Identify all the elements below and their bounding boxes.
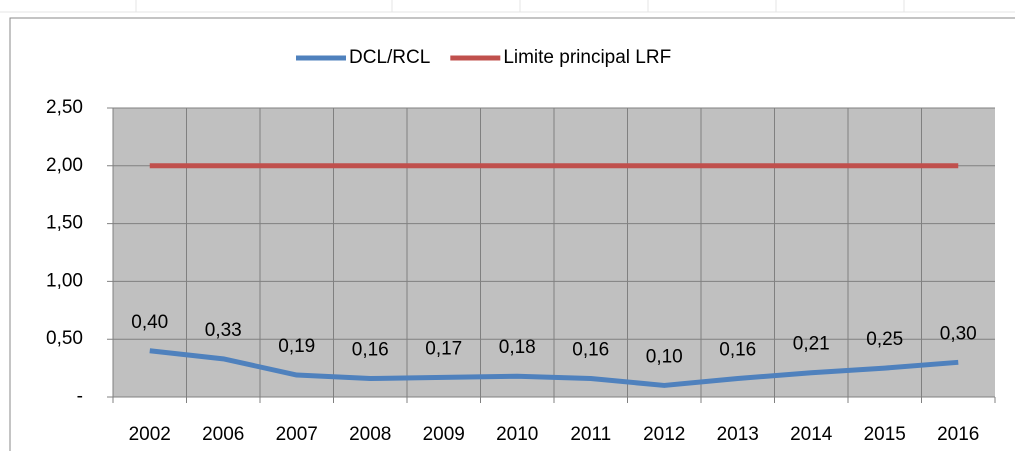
legend-label: DCL/RCL [349, 47, 430, 68]
data-label: 0,18 [499, 337, 536, 358]
data-label: 0,16 [719, 340, 756, 361]
data-label: 0,40 [131, 312, 168, 333]
data-label: 0,33 [205, 320, 242, 341]
x-tick-label: 2014 [790, 424, 833, 445]
data-label: 0,10 [646, 346, 683, 367]
data-label: 0,25 [866, 329, 903, 350]
x-tick-label: 2006 [202, 424, 244, 445]
y-tick-label: 1,50 [46, 213, 83, 234]
y-tick-label: 2,50 [46, 97, 83, 118]
x-tick-label: 2008 [349, 424, 391, 445]
data-label: 0,16 [572, 340, 609, 361]
x-tick-label: 2011 [570, 424, 611, 445]
data-label: 0,21 [793, 334, 830, 355]
x-tick-label: 2010 [496, 424, 538, 445]
x-tick-label: 2015 [864, 424, 906, 445]
x-tick-label: 2007 [276, 424, 318, 445]
x-tick-label: 2002 [129, 424, 171, 445]
legend-label: Limite principal LRF [503, 47, 671, 68]
y-tick-label: 0,50 [46, 328, 83, 349]
x-tick-label: 2009 [423, 424, 465, 445]
y-tick-label: 1,00 [46, 270, 83, 291]
y-tick-label: 2,00 [46, 155, 83, 176]
x-tick-label: 2012 [643, 424, 685, 445]
y-tick-label: - [77, 386, 83, 407]
sheet-grid [0, 0, 1015, 13]
x-tick-label: 2016 [937, 424, 979, 445]
data-label: 0,30 [940, 323, 977, 344]
x-tick-label: 2013 [717, 424, 759, 445]
data-label: 0,17 [425, 338, 462, 359]
data-label: 0,19 [278, 336, 315, 357]
series-line [149, 348, 959, 388]
data-label: 0,16 [352, 340, 389, 361]
